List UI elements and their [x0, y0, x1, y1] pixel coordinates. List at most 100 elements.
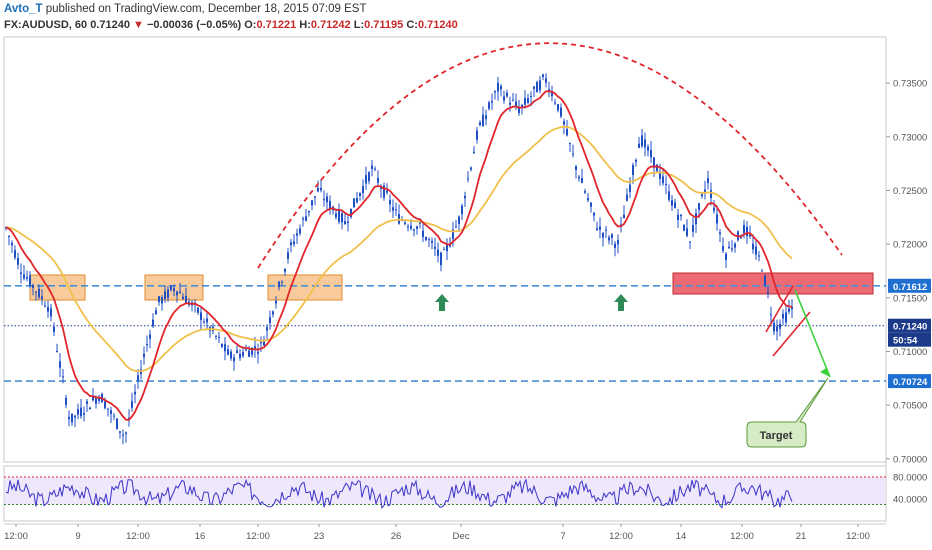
flag-channel-upper[interactable]: [765, 285, 794, 333]
projection-line[interactable]: [794, 289, 831, 378]
candle-body: [395, 209, 397, 211]
time-tick-label: 14: [676, 531, 687, 542]
candle-body: [488, 102, 490, 109]
candle-body: [686, 228, 688, 236]
candle-body: [722, 246, 724, 251]
open-label: O:: [244, 19, 257, 31]
candle-body: [773, 322, 775, 332]
up-arrow-icon[interactable]: [614, 294, 628, 311]
candle-body: [161, 297, 163, 304]
candle-body: [770, 314, 772, 316]
candle-body: [614, 243, 616, 248]
price-axis-marker: 50:54: [888, 332, 931, 347]
candle-body: [680, 214, 682, 217]
candle-body: [179, 291, 181, 293]
slow-moving-average-line[interactable]: [5, 125, 793, 373]
candle-body: [791, 306, 793, 310]
candle-body: [374, 168, 376, 170]
time-tick-label: 21: [796, 531, 807, 542]
candle-body: [155, 310, 157, 315]
candle-body: [50, 308, 52, 317]
candle-body: [299, 228, 301, 234]
author-link[interactable]: Avto_T: [4, 3, 43, 15]
resistance-zone-box[interactable]: [672, 272, 874, 295]
candle-body: [602, 232, 604, 238]
candle-body: [287, 252, 289, 259]
candle-body: [674, 202, 676, 208]
candle-body: [74, 415, 76, 418]
low-value: 0.71195: [364, 19, 404, 31]
candle-body: [536, 81, 538, 93]
candle-body: [728, 246, 730, 249]
candle-body: [158, 296, 160, 303]
candle-body: [620, 224, 622, 226]
price-tick-label: 0.72500: [893, 186, 927, 197]
candle-body: [383, 185, 385, 198]
change-arrow-icon: ▼: [133, 19, 144, 31]
candle-body: [491, 101, 493, 103]
candle-body: [362, 186, 364, 193]
candle-body: [335, 213, 337, 218]
candle-body: [302, 218, 304, 220]
candle-body: [731, 248, 733, 250]
rsi-line[interactable]: [5, 478, 793, 510]
candle-body: [290, 242, 292, 246]
candle-body: [425, 237, 427, 241]
candle-body: [443, 249, 445, 251]
time-tick-label: 7: [560, 531, 565, 542]
candle-body: [71, 413, 73, 423]
candle-body: [113, 415, 115, 417]
price-marker-label: 0.71612: [893, 282, 927, 293]
candle-body: [449, 244, 451, 247]
candle-body: [11, 242, 13, 246]
time-tick-label: 12:00: [126, 531, 150, 542]
candle-body: [701, 194, 703, 197]
candle-body: [125, 432, 127, 435]
time-tick-label: 12:00: [246, 531, 270, 542]
target-callout-shape[interactable]: [746, 377, 829, 448]
up-arrow-icon[interactable]: [435, 294, 449, 311]
candle-body: [755, 246, 757, 255]
price-marker-label: 50:54: [893, 336, 918, 347]
candle-body: [557, 104, 559, 111]
candle-body: [689, 241, 691, 243]
target-callout[interactable]: Target: [746, 377, 829, 448]
candle-body: [566, 128, 568, 136]
flag-channel-lower[interactable]: [772, 311, 811, 357]
fast-moving-average-line[interactable]: [5, 90, 793, 421]
candle-body: [626, 194, 628, 201]
candle-body: [440, 252, 442, 266]
candle-body: [767, 291, 769, 294]
candle-body: [47, 306, 49, 312]
candle-body: [368, 172, 370, 182]
candle-body: [197, 307, 199, 313]
candle-body: [134, 391, 136, 395]
price-tick-label: 0.71500: [893, 293, 927, 304]
candle-body: [569, 143, 571, 145]
candle-body: [326, 196, 328, 203]
candle-body: [167, 289, 169, 298]
price-tick-labels: 0.73500 0.73000 0.72500 0.72000 0.71500 0.710…: [886, 79, 927, 465]
time-tick-label: 26: [391, 531, 402, 542]
candle-body: [146, 343, 148, 345]
symbol-label[interactable]: FX:AUDUSD, 60: [4, 19, 88, 31]
candle-body: [119, 431, 121, 433]
candle-body: [344, 220, 346, 225]
demand-zone-box[interactable]: [267, 274, 343, 301]
price-axis-marker: 0.71612: [888, 278, 931, 293]
candle-body: [353, 198, 355, 208]
time-tick-label: 9: [75, 531, 80, 542]
candle-body: [485, 115, 487, 120]
rounding-top-arc[interactable]: [257, 42, 843, 269]
candle-body: [143, 353, 145, 358]
candle-body: [410, 225, 412, 229]
candle-body: [296, 233, 298, 236]
candle-body: [32, 285, 34, 288]
candle-body: [776, 326, 778, 332]
candle-body: [458, 216, 460, 225]
candle-body: [518, 108, 520, 114]
candle-body: [539, 80, 541, 91]
candle-body: [35, 291, 37, 293]
candle-body: [8, 236, 10, 238]
